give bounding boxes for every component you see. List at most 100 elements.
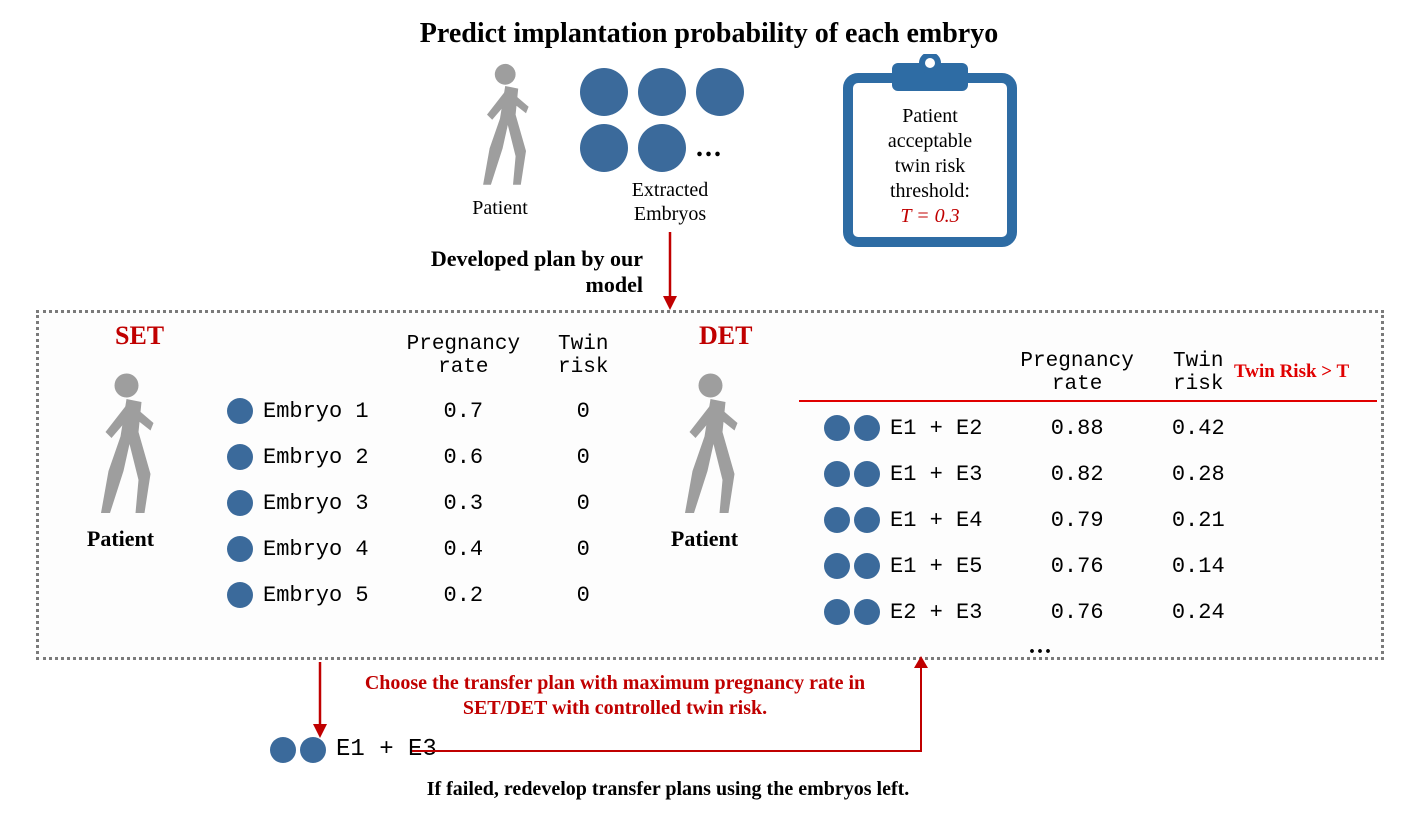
embryo-pair: E1 + E3 [806,452,1000,496]
walker-icon [73,369,168,519]
embryo-circle [227,398,253,424]
twin-risk: 0 [540,527,626,571]
embryo-name: Embryo 4 [209,527,387,571]
embryo-circle [227,444,253,470]
set-table: Pregnancy rate Twin risk Embryo 10.70Emb… [207,331,628,619]
col-preg: Pregnancy rate [389,333,538,387]
table-row: E1 + E30.820.28 [806,452,1243,496]
arrow-right [412,750,922,752]
embryo-pair: E1 + E5 [806,544,1000,588]
result-circles [270,737,326,763]
embryo-circle [824,507,850,533]
clipboard: Patient acceptable twin risk threshold: … [830,54,1030,254]
ellipsis: ... [696,132,723,164]
walker-det: Patient [657,369,752,552]
pregnancy-rate: 0.76 [1002,590,1151,634]
table-row: E1 + E20.880.42 [806,406,1243,450]
embryo-name: Embryo 2 [209,435,387,479]
embryo-name: Embryo 5 [209,573,387,617]
twin-risk: 0 [540,481,626,525]
clipboard-threshold: T = 0.3 [900,205,959,227]
pregnancy-rate: 0.79 [1002,498,1151,542]
embryo-circle [824,461,850,487]
twin-risk: 0 [540,389,626,433]
set-label: SET [115,321,164,351]
pregnancy-rate: 0.82 [1002,452,1151,496]
embryo-circle [300,737,326,763]
embryo-circle [638,124,686,172]
det-table: Pregnancy rate Twin risk E1 + E20.880.42… [804,348,1245,636]
embryo-circle [227,536,253,562]
table-row: Embryo 20.60 [209,435,626,479]
arrow-down-icon [660,232,680,312]
embryo-circle [580,124,628,172]
embryo-pair: E1 + E4 [806,498,1000,542]
table-row: E2 + E30.760.24 [806,590,1243,634]
table-row: E1 + E40.790.21 [806,498,1243,542]
col-twin: Twin risk [540,333,626,387]
pregnancy-rate: 0.6 [389,435,538,479]
twin-risk: 0.24 [1154,590,1243,634]
det-label: DET [699,321,752,351]
embryo-circle [854,507,880,533]
embryo-circle [270,737,296,763]
pregnancy-rate: 0.4 [389,527,538,571]
pregnancy-rate: 0.7 [389,389,538,433]
embryo-circle [824,415,850,441]
twin-risk: 0.14 [1154,544,1243,588]
col-twin: Twin risk [1154,350,1243,404]
embryo-circle [824,553,850,579]
det-ellipsis: ... [1029,633,1053,660]
pregnancy-rate: 0.3 [389,481,538,525]
embryo-name: Embryo 3 [209,481,387,525]
twin-risk: 0.28 [1154,452,1243,496]
embryo-circle [227,490,253,516]
embryo-circle [824,599,850,625]
arrow-up-head-icon [914,656,928,668]
table-row: Embryo 30.30 [209,481,626,525]
embryo-circle [854,553,880,579]
col-preg: Pregnancy rate [1002,350,1151,404]
top-row: Patient ... Extracted Embryos Patient ac… [0,60,1418,260]
failed-text: If failed, redevelop transfer plans usin… [408,778,928,801]
choose-text: Choose the transfer plan with maximum pr… [345,671,885,721]
arrow-up [920,662,922,752]
strike-line [799,400,1377,402]
twin-risk-note: Twin Risk > T [1234,361,1349,383]
embryo-circle [227,582,253,608]
twin-risk: 0.42 [1154,406,1243,450]
embryo-name: Embryo 1 [209,389,387,433]
plan-box: SET DET Patient Patient Pregnancy rate T… [36,310,1384,660]
page-title: Predict implantation probability of each… [420,18,998,50]
pregnancy-rate: 0.2 [389,573,538,617]
pregnancy-rate: 0.88 [1002,406,1151,450]
walker-icon [657,369,752,519]
patient-top: Patient [460,60,540,220]
arrow-down-icon [310,662,330,740]
developed-plan-label: Developed plan by our model [425,246,643,299]
table-row: Embryo 50.20 [209,573,626,617]
table-row: Embryo 40.40 [209,527,626,571]
embryo-pair: E2 + E3 [806,590,1000,634]
table-row: E1 + E50.760.14 [806,544,1243,588]
patient-label: Patient [73,526,168,552]
table-row: Embryo 10.70 [209,389,626,433]
embryo-circle [854,599,880,625]
patient-label: Patient [657,526,752,552]
embryo-circle [580,68,628,116]
clipboard-lines: Patient acceptable twin risk threshold: [888,105,972,202]
embryo-circle [854,415,880,441]
embryo-circle [854,461,880,487]
embryos-label: Extracted Embryos [580,178,760,226]
clipboard-text: Patient acceptable twin risk threshold: … [860,104,1000,229]
embryos-top: ... Extracted Embryos [580,68,760,226]
patient-label: Patient [460,197,540,220]
embryo-grid: ... [580,68,760,172]
embryo-circle [638,68,686,116]
embryo-pair: E1 + E2 [806,406,1000,450]
twin-risk: 0 [540,573,626,617]
embryo-circle [696,68,744,116]
walker-set: Patient [73,369,168,552]
twin-risk: 0.21 [1154,498,1243,542]
walker-icon [460,60,540,190]
